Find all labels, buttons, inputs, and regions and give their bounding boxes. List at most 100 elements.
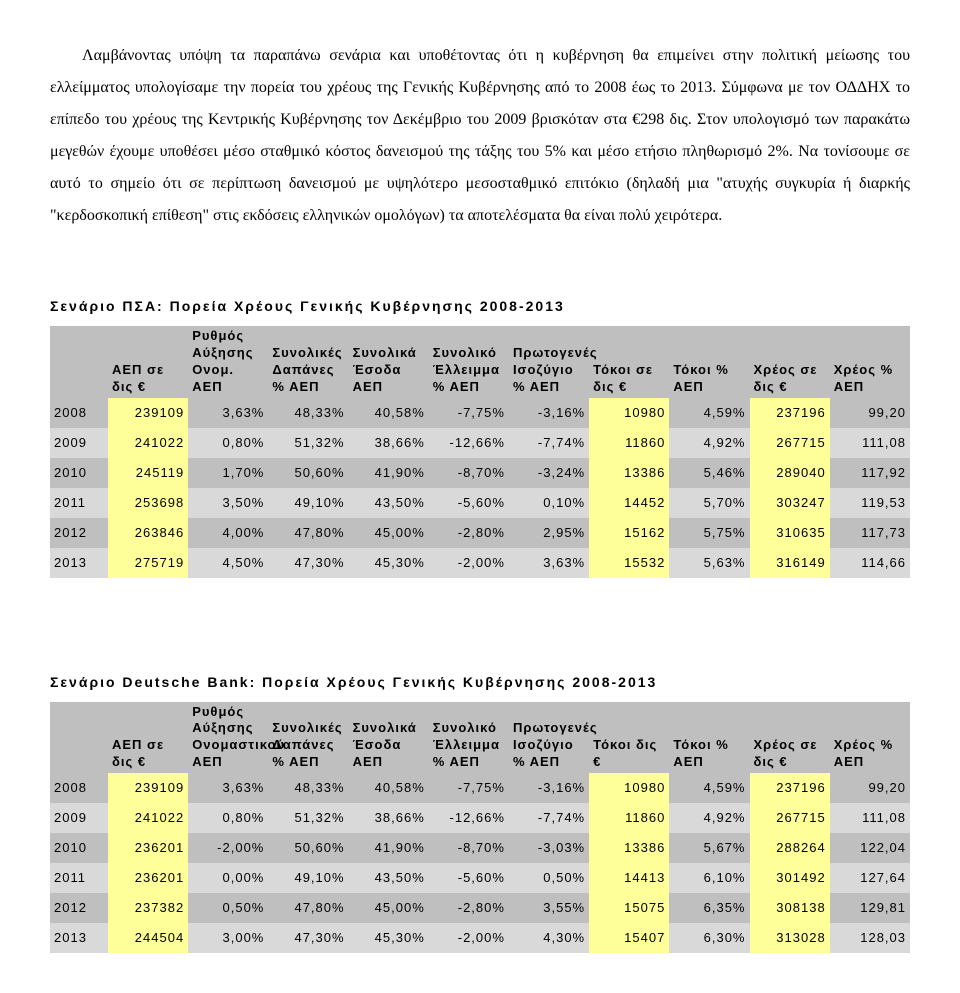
cell-value: 4,92%: [669, 803, 749, 833]
cell-value: 3,63%: [509, 548, 589, 578]
table-row: 20092410220,80%51,32%38,66%-12,66%-7,74%…: [50, 803, 910, 833]
cell-value: 15407: [589, 923, 669, 953]
column-header: Τόκοι % ΑΕΠ: [669, 326, 749, 398]
cell-value: 6,10%: [669, 863, 749, 893]
column-header: Τόκοι % ΑΕΠ: [669, 702, 749, 774]
table-row: 20102451191,70%50,60%41,90%-8,70%-3,24%1…: [50, 458, 910, 488]
cell-value: 303247: [750, 488, 830, 518]
cell-value: 6,30%: [669, 923, 749, 953]
column-header: Τόκοι σε δις €: [589, 326, 669, 398]
column-header: Συνολικό Έλλειμμα % ΑΕΠ: [429, 326, 509, 398]
column-header: Τόκοι δις €: [589, 702, 669, 774]
cell-value: -2,80%: [429, 893, 509, 923]
scenario-table: ΑΕΠ σε δις €Ρυθμός Αύξησης Ονομαστικού Α…: [50, 702, 910, 954]
cell-value: 237196: [750, 398, 830, 428]
cell-value: 237196: [750, 773, 830, 803]
cell-value: 3,63%: [188, 773, 268, 803]
cell-value: 3,00%: [188, 923, 268, 953]
column-header: [50, 702, 108, 774]
cell-value: 5,70%: [669, 488, 749, 518]
cell-value: 114,66: [830, 548, 910, 578]
table-row: 20132445043,00%47,30%45,30%-2,00%4,30%15…: [50, 923, 910, 953]
cell-value: 0,10%: [509, 488, 589, 518]
cell-value: -3,24%: [509, 458, 589, 488]
cell-value: -5,60%: [429, 488, 509, 518]
table-row: 20122373820,50%47,80%45,00%-2,80%3,55%15…: [50, 893, 910, 923]
cell-value: -12,66%: [429, 803, 509, 833]
cell-value: 4,59%: [669, 773, 749, 803]
cell-value: 38,66%: [349, 803, 429, 833]
cell-value: 310635: [750, 518, 830, 548]
cell-value: 5,46%: [669, 458, 749, 488]
cell-value: 15162: [589, 518, 669, 548]
cell-year: 2009: [50, 803, 108, 833]
cell-value: 6,35%: [669, 893, 749, 923]
cell-value: 128,03: [830, 923, 910, 953]
cell-value: 99,20: [830, 773, 910, 803]
column-header: Χρέος % ΑΕΠ: [830, 326, 910, 398]
cell-year: 2008: [50, 773, 108, 803]
cell-value: 0,50%: [509, 863, 589, 893]
cell-value: 239109: [108, 773, 188, 803]
cell-value: 3,50%: [188, 488, 268, 518]
cell-value: 5,75%: [669, 518, 749, 548]
cell-value: 51,32%: [268, 428, 348, 458]
cell-value: 4,92%: [669, 428, 749, 458]
cell-value: 117,92: [830, 458, 910, 488]
cell-value: 237382: [108, 893, 188, 923]
cell-value: 4,30%: [509, 923, 589, 953]
column-header: Χρέος σε δις €: [750, 326, 830, 398]
cell-value: -3,16%: [509, 773, 589, 803]
table-row: 20132757194,50%47,30%45,30%-2,00%3,63%15…: [50, 548, 910, 578]
cell-value: -3,03%: [509, 833, 589, 863]
cell-value: 241022: [108, 428, 188, 458]
body-paragraph: Λαμβάνοντας υπόψη τα παραπάνω σενάρια κα…: [50, 40, 910, 232]
cell-value: 15532: [589, 548, 669, 578]
cell-value: 10980: [589, 773, 669, 803]
table-row: 20092410220,80%51,32%38,66%-12,66%-7,74%…: [50, 428, 910, 458]
table-row: 20082391093,63%48,33%40,58%-7,75%-3,16%1…: [50, 398, 910, 428]
cell-value: 127,64: [830, 863, 910, 893]
cell-year: 2013: [50, 548, 108, 578]
cell-value: 47,80%: [268, 893, 348, 923]
cell-value: 45,30%: [349, 548, 429, 578]
cell-value: 275719: [108, 548, 188, 578]
cell-value: 289040: [750, 458, 830, 488]
cell-value: 13386: [589, 458, 669, 488]
cell-value: 119,53: [830, 488, 910, 518]
column-header: Πρωτογενές Ισοζύγιο % ΑΕΠ: [509, 326, 589, 398]
cell-value: 10980: [589, 398, 669, 428]
cell-value: 11860: [589, 428, 669, 458]
table-title: Σενάριο Deutsche Bank: Πορεία Χρέους Γεν…: [50, 668, 910, 696]
cell-value: 49,10%: [268, 488, 348, 518]
cell-value: 239109: [108, 398, 188, 428]
cell-value: -2,00%: [429, 548, 509, 578]
column-header: Συνολικά Έσοδα ΑΕΠ: [349, 326, 429, 398]
cell-value: 45,30%: [349, 923, 429, 953]
cell-value: 267715: [750, 803, 830, 833]
cell-value: 236201: [108, 833, 188, 863]
cell-value: 1,70%: [188, 458, 268, 488]
cell-value: 0,50%: [188, 893, 268, 923]
cell-value: 313028: [750, 923, 830, 953]
cell-value: 51,32%: [268, 803, 348, 833]
column-header: ΑΕΠ σε δις €: [108, 702, 188, 774]
column-header: Ρυθμός Αύξησης Ονομ. ΑΕΠ: [188, 326, 268, 398]
cell-year: 2010: [50, 458, 108, 488]
column-header: Συνολικές Δαπάνες % ΑΕΠ: [268, 326, 348, 398]
cell-value: 0,00%: [188, 863, 268, 893]
table-row: 2010236201-2,00%50,60%41,90%-8,70%-3,03%…: [50, 833, 910, 863]
cell-value: -2,00%: [429, 923, 509, 953]
cell-value: 245119: [108, 458, 188, 488]
cell-value: 41,90%: [349, 458, 429, 488]
cell-value: 3,55%: [509, 893, 589, 923]
cell-value: 308138: [750, 893, 830, 923]
column-header: Συνολικά Έσοδα ΑΕΠ: [349, 702, 429, 774]
cell-value: -7,74%: [509, 428, 589, 458]
cell-value: 47,30%: [268, 548, 348, 578]
cell-value: 0,80%: [188, 803, 268, 833]
cell-value: 45,00%: [349, 518, 429, 548]
cell-value: 4,50%: [188, 548, 268, 578]
cell-value: 45,00%: [349, 893, 429, 923]
cell-value: 49,10%: [268, 863, 348, 893]
